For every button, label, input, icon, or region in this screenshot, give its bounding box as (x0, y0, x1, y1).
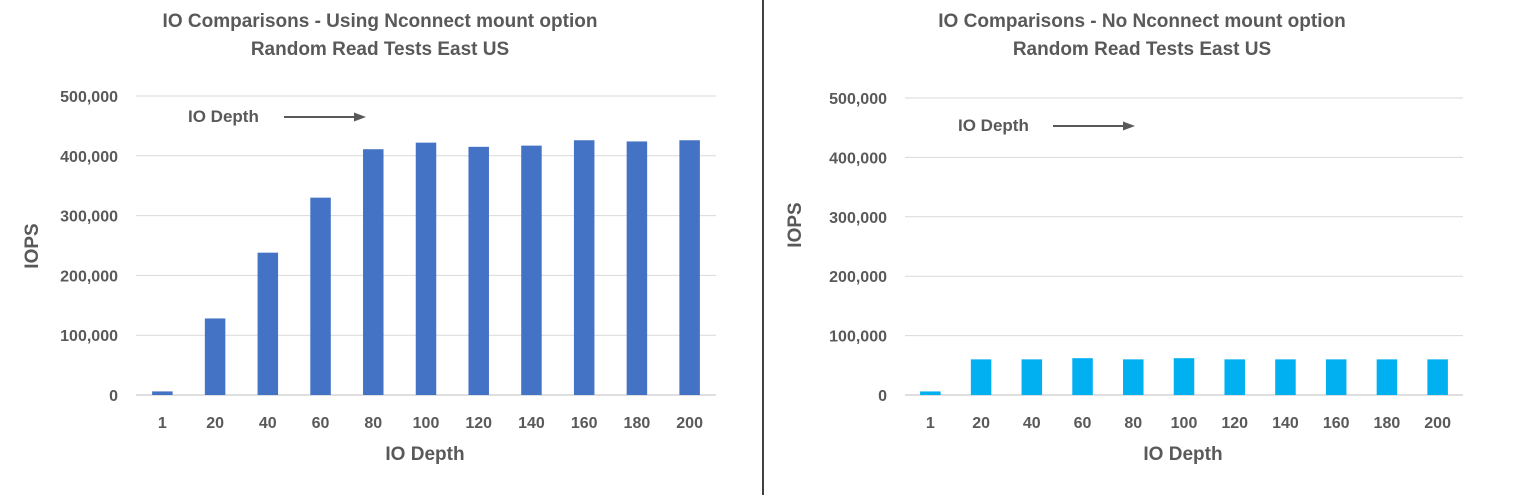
y-tick-label: 0 (109, 388, 118, 405)
y-tick-label: 0 (878, 388, 887, 405)
y-axis-label: IOPS (22, 223, 43, 268)
x-tick-label: 100 (413, 415, 440, 432)
chart-title-line-1: IO Comparisons - Using Nconnect mount op… (163, 11, 598, 32)
bar (1123, 359, 1144, 395)
y-tick-label: 200,000 (60, 268, 118, 285)
io-depth-annotation: IO Depth (958, 116, 1029, 135)
y-tick-label: 500,000 (829, 91, 887, 108)
x-tick-label: 40 (1023, 415, 1041, 432)
bar (1072, 358, 1093, 395)
bar (310, 197, 331, 395)
x-tick-label: 180 (624, 415, 651, 432)
x-tick-label: 140 (1272, 415, 1299, 432)
x-tick-label: 60 (312, 415, 330, 432)
bar (1021, 359, 1043, 395)
y-tick-label: 400,000 (829, 150, 887, 167)
bar (1427, 359, 1448, 395)
bar (257, 252, 279, 395)
annotation-arrow (1053, 121, 1135, 131)
bar (679, 140, 700, 395)
x-tick-label: 40 (259, 415, 277, 432)
x-axis-label: IO Depth (1143, 444, 1222, 465)
bar (573, 140, 595, 395)
chart-title-line-2: Random Read Tests East US (1013, 39, 1271, 60)
x-tick-label: 120 (1221, 415, 1248, 432)
y-tick-label: 300,000 (829, 210, 887, 227)
io-depth-annotation: IO Depth (188, 107, 259, 126)
x-tick-label: 200 (676, 415, 703, 432)
x-tick-label: 100 (1171, 415, 1198, 432)
y-tick-label: 100,000 (60, 328, 118, 345)
x-tick-label: 1 (158, 415, 167, 432)
y-tick-label: 400,000 (60, 149, 118, 166)
bar (363, 149, 384, 395)
y-tick-label: 500,000 (60, 89, 118, 106)
y-axis-label: IOPS (785, 202, 806, 247)
x-tick-label: 160 (1323, 415, 1350, 432)
chart-title-line-2: Random Read Tests East US (251, 39, 509, 60)
bar (1275, 359, 1296, 395)
x-axis-label: IO Depth (385, 444, 464, 465)
x-tick-label: 1 (926, 415, 935, 432)
x-tick-label: 80 (364, 415, 382, 432)
bar (1376, 359, 1398, 395)
x-tick-label: 160 (571, 415, 598, 432)
x-tick-label: 60 (1074, 415, 1092, 432)
bar (521, 145, 542, 395)
x-tick-label: 20 (972, 415, 990, 432)
x-tick-label: 20 (206, 415, 224, 432)
bar (970, 359, 992, 395)
bar (1173, 358, 1195, 395)
bar (1224, 359, 1245, 395)
x-tick-label: 80 (1124, 415, 1142, 432)
x-tick-label: 140 (518, 415, 545, 432)
chart-right: IO Comparisons - No Nconnect mount optio… (785, 11, 1463, 465)
chart-left: IO Comparisons - Using Nconnect mount op… (22, 11, 716, 465)
bar (626, 141, 648, 395)
annotation-arrow (284, 112, 366, 122)
bar (468, 146, 489, 395)
x-tick-label: 200 (1424, 415, 1451, 432)
bar (415, 142, 437, 395)
bar (1325, 359, 1347, 395)
bar (920, 391, 941, 395)
y-tick-label: 300,000 (60, 209, 118, 226)
bar (152, 391, 173, 395)
x-tick-label: 180 (1374, 415, 1401, 432)
chart-title-line-1: IO Comparisons - No Nconnect mount optio… (938, 11, 1345, 32)
y-tick-label: 200,000 (829, 269, 887, 286)
y-tick-label: 100,000 (829, 329, 887, 346)
x-tick-label: 120 (465, 415, 492, 432)
bar (204, 318, 226, 395)
